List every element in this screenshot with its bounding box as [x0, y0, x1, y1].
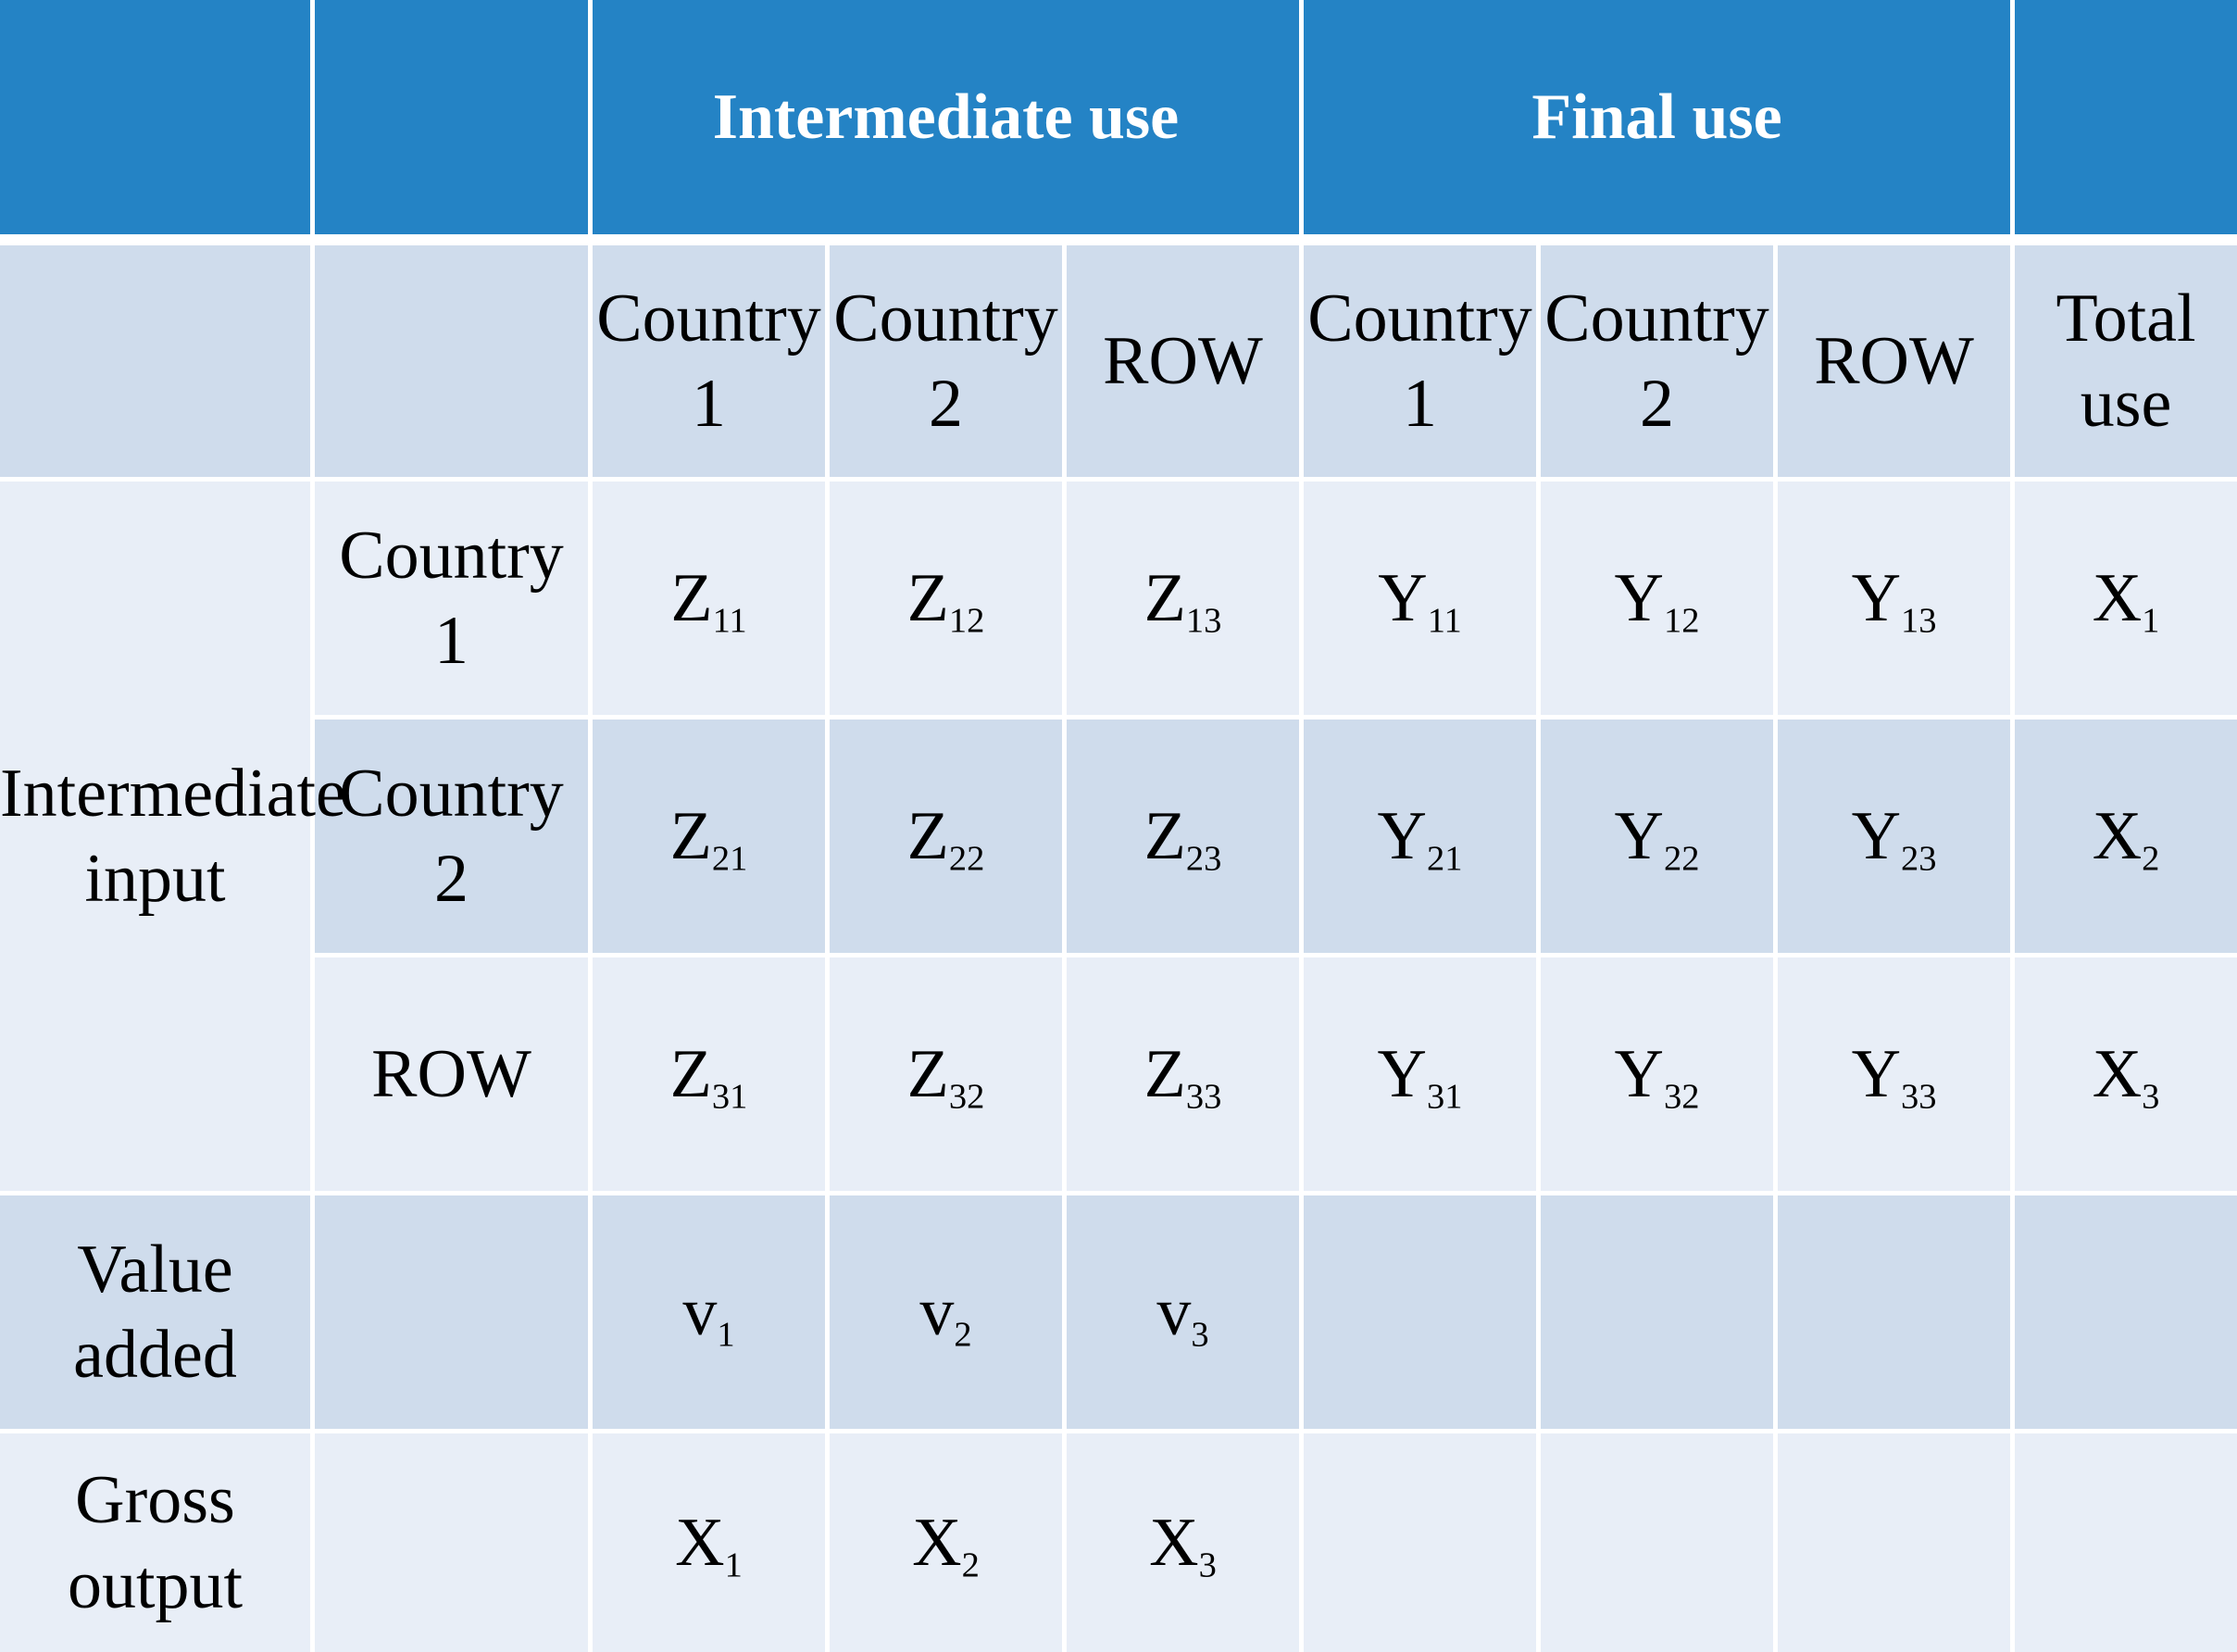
empty-cell	[1778, 1433, 2016, 1652]
col-header-intermediate-country-1: Country 1	[593, 245, 830, 482]
empty-cell	[1541, 1195, 1779, 1433]
value-added-row: Value added v1 v2 v3	[0, 1195, 2237, 1433]
col-header-intermediate-country-2: Country 2	[830, 245, 1067, 482]
table-cell: Y33	[1778, 957, 2016, 1195]
table-cell: X1	[593, 1433, 830, 1652]
table-cell: Y12	[1541, 482, 1779, 720]
col-header-total-use: Total use	[2015, 245, 2237, 482]
row-group-label-line: input	[84, 841, 226, 917]
table-cell: Y32	[1541, 957, 1779, 1195]
col-header-line: 1	[692, 366, 726, 442]
table-row: Intermediate input Country 1 Z11 Z12 Z13…	[0, 482, 2237, 1195]
table-cell: X3	[2015, 957, 2237, 1195]
intermediate-input-label: Intermediate input	[0, 482, 346, 1195]
table-cell: Y22	[1541, 720, 1779, 957]
table-cell: Z13	[1067, 482, 1305, 720]
table-cell: Y11	[1304, 482, 1542, 720]
col-header-line: ROW	[1103, 322, 1263, 399]
table-cell: X2	[2015, 720, 2237, 957]
row-group-label-line: Intermediate	[0, 755, 346, 832]
col-header-line: Country	[833, 280, 1058, 357]
table-cell: v1	[593, 1195, 830, 1433]
table-cell: Y31	[1304, 957, 1542, 1195]
empty-cell	[1541, 1433, 1779, 1652]
table-cell: v2	[830, 1195, 1067, 1433]
header-row: Intermediate use Final use	[0, 0, 2237, 245]
table-row: ROW Z31 Z32 Z33 Y31 Y32 Y33 X3	[0, 957, 2237, 1195]
table-cell: X3	[1067, 1433, 1305, 1652]
row-label: Country 1	[315, 482, 593, 720]
col-header-line: 2	[929, 366, 963, 442]
subheader-blank-cell	[315, 245, 593, 482]
intermediate-use-header: Intermediate use	[593, 0, 1305, 245]
empty-cell	[315, 1195, 593, 1433]
table-cell: Z12	[830, 482, 1067, 720]
empty-cell	[1304, 1195, 1542, 1433]
table-cell: Z21	[593, 720, 830, 957]
col-header-line: 1	[1403, 366, 1438, 442]
table-cell: Z11	[593, 482, 830, 720]
empty-cell	[2015, 1195, 2237, 1433]
gross-output-row: Gross output X1 X2 X3	[0, 1433, 2237, 1652]
header-blank-cell	[2015, 0, 2237, 245]
col-header-final-country-1: Country 1	[1304, 245, 1542, 482]
table-cell: X2	[830, 1433, 1067, 1652]
col-header-line: Country	[596, 280, 821, 357]
row-label: ROW	[315, 957, 593, 1195]
row-label: Gross output	[0, 1433, 315, 1652]
table-cell: Z22	[830, 720, 1067, 957]
table-cell: v3	[1067, 1195, 1305, 1433]
table-cell: Z33	[1067, 957, 1305, 1195]
row-label: Country 2	[315, 720, 593, 957]
empty-cell	[2015, 1433, 2237, 1652]
col-header-line: 2	[1640, 366, 1675, 442]
table-row: Country 2 Z21 Z22 Z23 Y21 Y22 Y23 X2	[0, 720, 2237, 957]
table-cell: X1	[2015, 482, 2237, 720]
table-cell: Y13	[1778, 482, 2016, 720]
table-cell: Z23	[1067, 720, 1305, 957]
col-header-final-country-2: Country 2	[1541, 245, 1779, 482]
empty-cell	[1304, 1433, 1542, 1652]
table-cell: Y21	[1304, 720, 1542, 957]
col-header-intermediate-row: ROW	[1067, 245, 1305, 482]
empty-cell	[315, 1433, 593, 1652]
subheader-row: Country 1 Country 2 ROW Country 1 Countr…	[0, 245, 2237, 482]
row-label: Value added	[0, 1195, 315, 1433]
table-cell: Z32	[830, 957, 1067, 1195]
col-header-line: Country	[1307, 280, 1532, 357]
header-blank-cell	[0, 0, 315, 245]
table-cell: Y23	[1778, 720, 2016, 957]
empty-cell	[1778, 1195, 2016, 1433]
subheader-blank-cell	[0, 245, 315, 482]
final-use-header: Final use	[1304, 0, 2016, 245]
table-cell: Z31	[593, 957, 830, 1195]
col-header-line: Country	[1544, 280, 1769, 357]
col-header-line: ROW	[1814, 322, 1974, 399]
col-header-final-row: ROW	[1778, 245, 2016, 482]
header-blank-cell	[315, 0, 593, 245]
